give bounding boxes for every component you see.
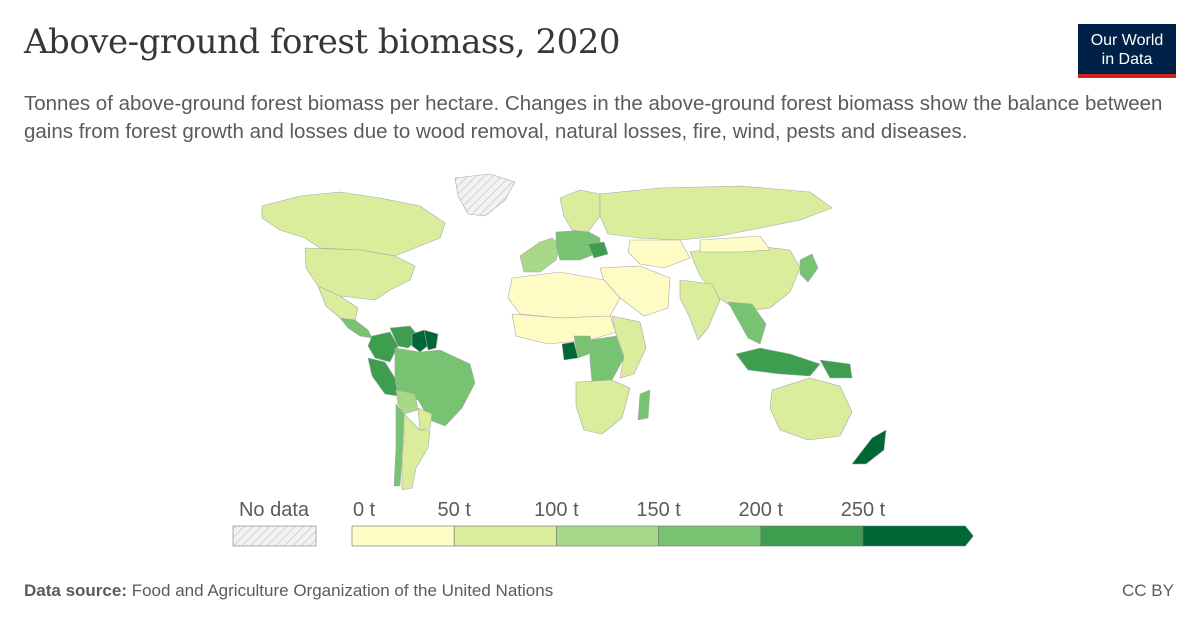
logo-line-2: in Data <box>1101 51 1153 68</box>
legend-tick-label-3: 150 t <box>636 499 681 521</box>
legend-bin-2 <box>556 525 659 547</box>
legend-bin-3 <box>658 525 762 547</box>
region-australia[interactable] <box>769 377 853 441</box>
region-new-zealand[interactable] <box>851 429 887 465</box>
logo-line-1: Our World <box>1090 32 1164 49</box>
region-southeast-asia[interactable] <box>727 301 767 345</box>
region-united-states[interactable] <box>304 247 416 301</box>
owid-logo[interactable]: Our World in Data <box>1078 24 1176 78</box>
legend-tick-label-1: 50 t <box>438 499 472 521</box>
region-papua-new-guinea[interactable] <box>819 359 853 379</box>
legend-tick-label-4: 200 t <box>739 499 784 521</box>
region-scandinavia[interactable] <box>559 189 601 233</box>
region-romania[interactable] <box>587 241 609 259</box>
region-southern-africa[interactable] <box>575 379 631 435</box>
legend-bin-0 <box>351 525 455 547</box>
legend-bin-5 <box>862 525 974 547</box>
region-peru[interactable] <box>367 357 399 397</box>
region-brazil[interactable] <box>394 347 476 427</box>
region-argentina[interactable] <box>401 413 431 491</box>
region-central-america[interactable] <box>339 317 373 339</box>
chart-title: Above-ground forest biomass, 2020 <box>24 22 620 62</box>
data-source: Data source: Food and Agriculture Organi… <box>24 581 553 601</box>
data-source-text: Food and Agriculture Organization of the… <box>131 581 554 600</box>
region-bolivia[interactable] <box>395 389 419 415</box>
region-europe-west[interactable] <box>519 237 561 273</box>
region-madagascar[interactable] <box>637 389 651 421</box>
legend-tick-label-5: 250 t <box>841 499 886 521</box>
region-russia[interactable] <box>599 185 833 241</box>
region-chile[interactable] <box>393 403 405 487</box>
legend-bin-4 <box>760 525 864 547</box>
region-east-africa[interactable] <box>611 315 647 379</box>
legend-no-data-label: No data <box>239 499 310 521</box>
region-dr-congo[interactable] <box>589 335 625 383</box>
region-colombia[interactable] <box>367 331 399 363</box>
map-legend: No data 0 t 50 t 100 t 150 t 200 t 250 t <box>232 499 974 547</box>
legend-no-data-swatch <box>232 525 317 547</box>
region-french-guiana[interactable] <box>423 329 439 351</box>
region-japan[interactable] <box>799 253 819 283</box>
data-source-label: Data source: <box>24 581 127 600</box>
region-mongolia[interactable] <box>699 235 771 253</box>
region-kazakhstan[interactable] <box>627 239 691 269</box>
legend-tick-label-0: 0 t <box>353 499 376 521</box>
legend-bin-1 <box>453 525 557 547</box>
region-canada[interactable] <box>261 191 446 257</box>
region-greenland[interactable] <box>454 173 516 217</box>
chart-subtitle: Tonnes of above-ground forest biomass pe… <box>24 92 1163 143</box>
legend-tick-label-2: 100 t <box>534 499 579 521</box>
region-india[interactable] <box>679 279 721 341</box>
region-paraguay[interactable] <box>417 407 433 431</box>
world-map[interactable] <box>0 168 1200 498</box>
license-label: CC BY <box>1122 581 1174 600</box>
region-indonesia[interactable] <box>735 347 821 377</box>
